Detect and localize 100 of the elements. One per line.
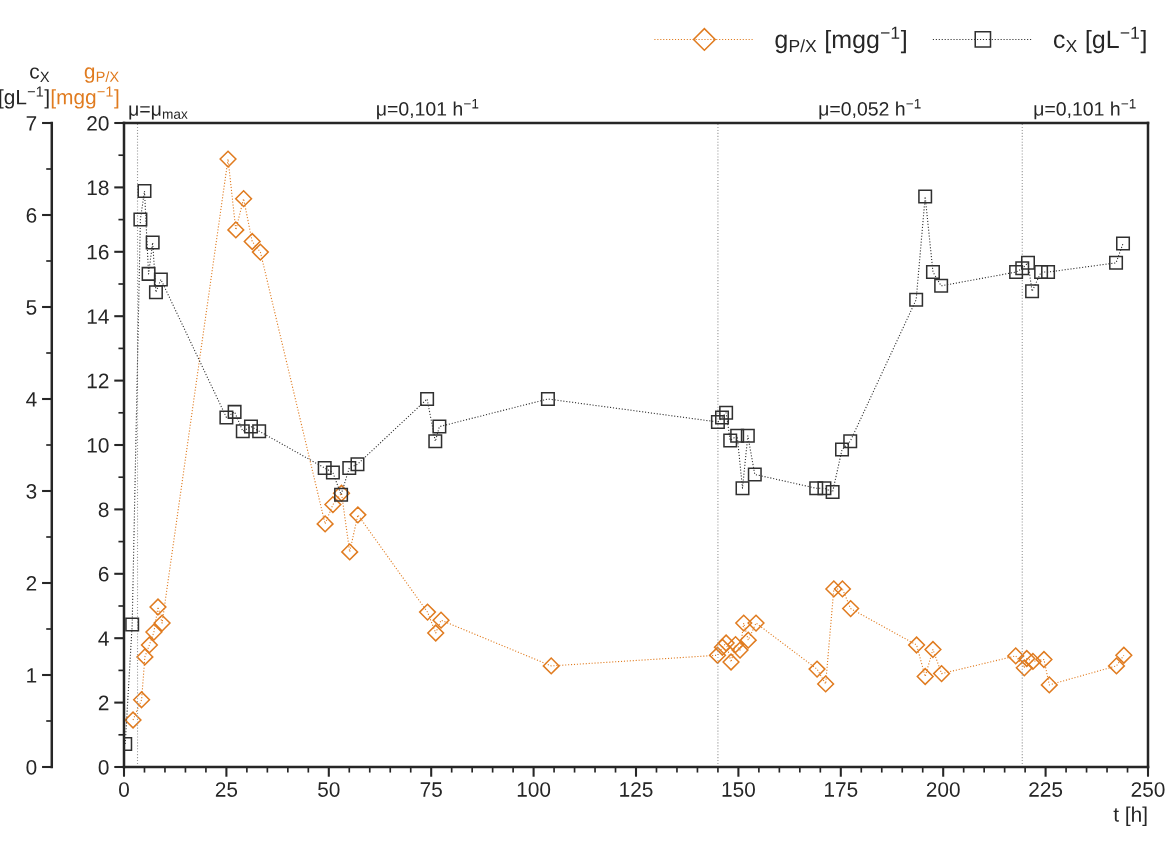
point — [341, 543, 359, 561]
point — [730, 428, 745, 443]
point — [747, 614, 765, 632]
point — [140, 636, 159, 654]
point — [835, 442, 850, 457]
point — [1115, 646, 1133, 664]
point — [141, 266, 156, 281]
point — [808, 660, 826, 678]
y-tick-label: 14 — [87, 309, 109, 324]
y-tick-label: 6 — [98, 566, 109, 582]
legend-label: c$_{X}$ [gL$^{−1}$] — [1053, 26, 1146, 54]
point — [427, 624, 445, 642]
y-tick-label: 20 — [87, 116, 109, 131]
text: μ=0,101 h$^{−1}$ — [1034, 99, 1136, 120]
point — [349, 506, 367, 524]
point — [843, 434, 858, 449]
y-tick-label: 4 — [98, 631, 109, 646]
point — [1109, 255, 1124, 270]
y2-tick-label: 0 — [26, 760, 37, 775]
point — [916, 667, 934, 686]
y-tick-label: 12 — [87, 373, 109, 389]
point — [739, 631, 757, 649]
point — [243, 419, 258, 434]
point — [708, 646, 727, 664]
point — [719, 405, 734, 420]
point — [418, 603, 437, 621]
point — [1020, 255, 1036, 270]
point — [918, 189, 933, 204]
y2-tick-label: 7 — [26, 116, 37, 131]
point — [1007, 647, 1025, 665]
point — [540, 391, 555, 407]
point — [825, 484, 840, 499]
point — [1041, 265, 1056, 280]
point — [420, 391, 435, 407]
y-tick-label: 8 — [98, 502, 109, 518]
x-tick-label: 75 — [420, 782, 442, 797]
point — [227, 221, 245, 239]
point — [747, 467, 762, 482]
text: μ=μ$_{max}$ — [129, 105, 188, 120]
y-tick-label: 0 — [98, 760, 109, 775]
point — [715, 410, 730, 425]
point — [542, 657, 560, 675]
point — [227, 404, 242, 419]
point — [148, 285, 163, 300]
point — [817, 675, 835, 693]
x-tick-label: 100 — [517, 782, 551, 797]
point — [907, 636, 926, 654]
point — [251, 243, 270, 261]
point — [723, 433, 738, 448]
x-tick-label: 200 — [926, 782, 960, 797]
y-tick-label: 2 — [98, 695, 109, 711]
point — [316, 515, 334, 533]
point — [722, 653, 740, 671]
point — [817, 481, 832, 496]
point — [153, 614, 171, 632]
point — [1024, 652, 1042, 671]
point — [1040, 676, 1058, 694]
x-tick-label: 175 — [825, 782, 858, 797]
point — [149, 598, 167, 616]
point — [833, 580, 852, 598]
point — [219, 150, 237, 168]
point — [735, 614, 753, 632]
point — [324, 495, 342, 514]
x-tick-label: 125 — [620, 782, 653, 797]
point — [432, 419, 447, 434]
point — [153, 272, 168, 287]
point — [234, 190, 253, 208]
point — [825, 580, 843, 598]
point — [132, 691, 151, 709]
x-tick-label: 25 — [215, 782, 238, 797]
point — [137, 184, 152, 199]
point — [934, 278, 949, 293]
x-axis-title: t [h] — [1113, 806, 1147, 826]
x-tick-label: 50 — [318, 782, 340, 797]
point — [1025, 284, 1040, 299]
point — [909, 292, 924, 307]
x-tick-label: 250 — [1131, 782, 1165, 797]
point — [1115, 236, 1131, 251]
point — [235, 424, 250, 439]
point — [432, 611, 450, 629]
point — [1015, 261, 1030, 276]
point — [125, 617, 140, 632]
point — [735, 481, 750, 496]
point — [1015, 659, 1033, 677]
x-tick-label: 0 — [119, 782, 129, 797]
text: μ=0,101 h$^{−1}$ — [377, 99, 479, 120]
point — [726, 636, 745, 654]
x-tick-label: 225 — [1029, 782, 1063, 797]
point — [925, 265, 940, 280]
point — [932, 664, 951, 683]
point — [924, 640, 942, 659]
y-axis-title: g$_{P/X}$ [mgg$^{−1}$] — [51, 67, 119, 109]
point — [136, 648, 154, 666]
point — [842, 599, 860, 618]
point — [809, 481, 824, 496]
point — [1107, 657, 1126, 675]
y-tick-label: 18 — [87, 180, 109, 196]
text: μ=0,052 h$^{−1}$ — [819, 99, 921, 120]
point — [145, 623, 163, 641]
point — [145, 235, 160, 250]
